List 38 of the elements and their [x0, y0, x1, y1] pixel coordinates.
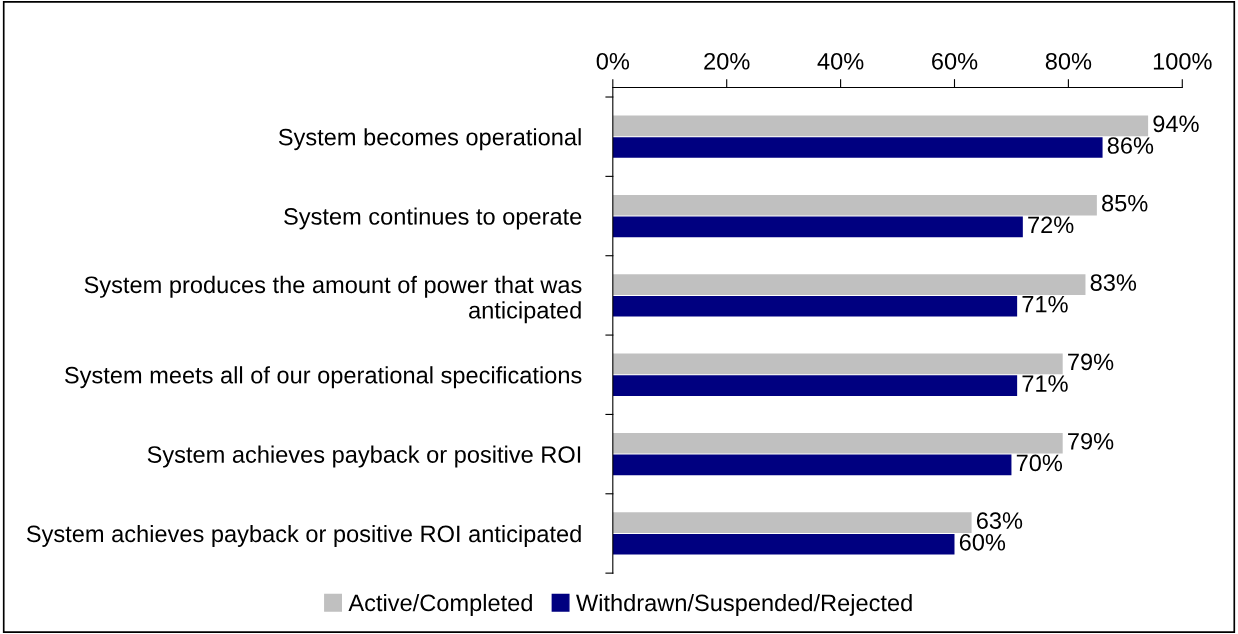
y-tick-label: System produces the amount of power that was anticipated: [84, 275, 582, 324]
data-label: 60%: [959, 533, 1006, 551]
x-tick-label: 0%: [596, 52, 630, 70]
bar: [612, 295, 1018, 317]
bar: [612, 137, 1103, 158]
data-label: 85%: [1102, 194, 1148, 212]
legend-label: Active/Completed: [348, 593, 532, 616]
data-label: 63%: [976, 512, 1023, 529]
y-tick-label: System achieves payback or positive ROI anticipated: [26, 524, 581, 547]
x-tick-label: 20%: [704, 52, 750, 70]
bar: [612, 274, 1086, 295]
data-label: 86%: [1107, 137, 1154, 154]
bar: [612, 512, 972, 533]
x-tick-label: 40%: [817, 52, 864, 70]
data-label: 71%: [1022, 295, 1068, 313]
bar: [612, 194, 1097, 216]
legend-label: Withdrawn/Suspended/Rejected: [576, 593, 912, 616]
y-tick-label: System continues to operate: [284, 207, 582, 230]
bar: [612, 115, 1149, 137]
bar: [612, 533, 955, 555]
data-label: 72%: [1028, 216, 1074, 234]
bar: [612, 454, 1012, 476]
bar: [612, 353, 1063, 375]
bar: [612, 216, 1023, 238]
data-label: 70%: [1016, 454, 1063, 472]
data-label: 79%: [1068, 432, 1114, 450]
bar: [612, 432, 1063, 454]
bar: [612, 375, 1018, 396]
x-tick-label: 100%: [1153, 52, 1212, 70]
y-tick-label: System meets all of our operational specifications: [64, 366, 582, 389]
data-label: 79%: [1068, 353, 1114, 371]
y-tick-label: System achieves payback or positive ROI: [147, 445, 581, 468]
y-tick-label: System becomes operational: [278, 128, 581, 151]
x-tick-label: 80%: [1045, 52, 1092, 70]
data-label: 83%: [1090, 274, 1137, 291]
data-label: 71%: [1022, 375, 1068, 392]
x-tick-label: 60%: [932, 52, 978, 70]
data-label: 94%: [1153, 115, 1199, 133]
